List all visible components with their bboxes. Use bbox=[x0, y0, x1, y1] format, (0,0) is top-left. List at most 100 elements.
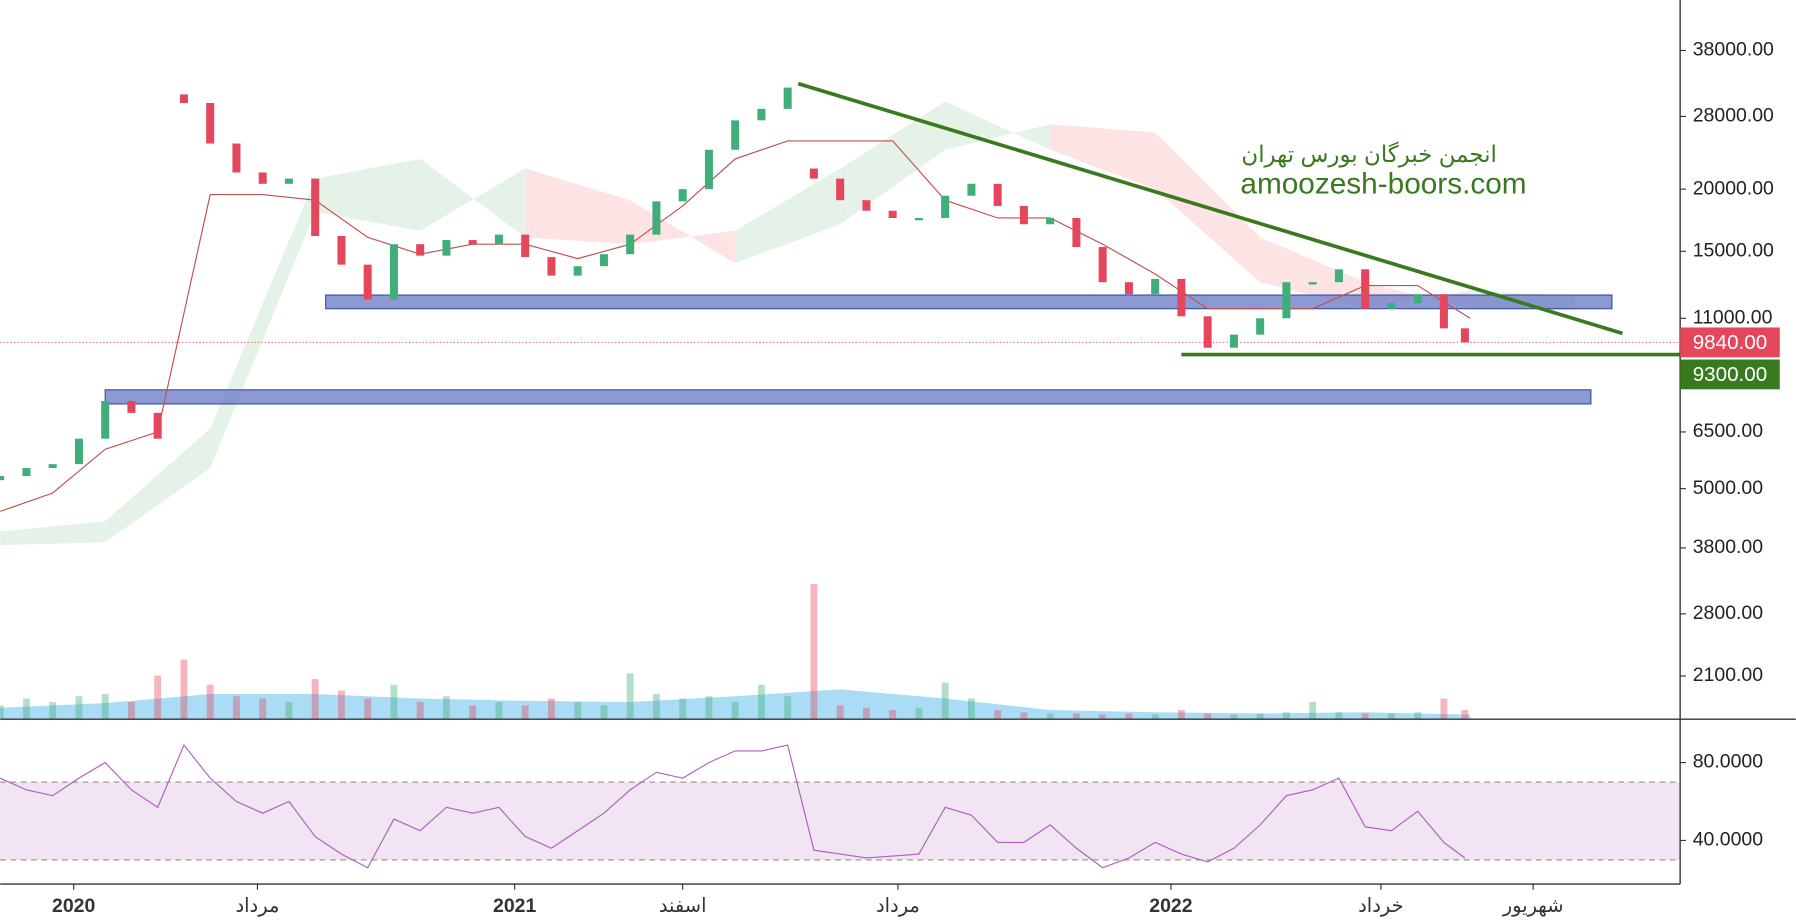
volume-bar bbox=[626, 673, 634, 720]
candle bbox=[1072, 217, 1081, 248]
volume-bar bbox=[495, 701, 503, 720]
candle bbox=[1229, 334, 1238, 348]
candle bbox=[1460, 328, 1469, 343]
volume-bar bbox=[784, 696, 792, 720]
candle bbox=[1361, 269, 1370, 309]
candle bbox=[1151, 278, 1160, 295]
x-tick-label: 2021 bbox=[493, 895, 536, 917]
watermark-url: amoozesh-boors.com bbox=[1240, 167, 1526, 200]
candle bbox=[258, 172, 267, 184]
ichimoku-cloud bbox=[105, 428, 211, 543]
candle bbox=[1334, 269, 1343, 283]
candle bbox=[836, 178, 845, 201]
volume-bar bbox=[679, 698, 687, 720]
candle bbox=[311, 178, 320, 236]
candle bbox=[179, 94, 188, 103]
y-tick-label: 3800.00 bbox=[1693, 536, 1763, 558]
candle bbox=[1413, 294, 1422, 304]
candle bbox=[74, 438, 83, 465]
volume-bar bbox=[1256, 713, 1264, 720]
ichimoku-cloud bbox=[525, 168, 631, 245]
plot-layer bbox=[0, 81, 1681, 869]
candle bbox=[704, 149, 713, 190]
candle bbox=[862, 200, 871, 211]
y-tick-label: 20000.00 bbox=[1693, 177, 1774, 199]
candle bbox=[809, 168, 818, 179]
volume-bar bbox=[889, 710, 897, 720]
volume-bar bbox=[1151, 714, 1159, 720]
trendline bbox=[797, 81, 1623, 336]
x-tick-label: 2020 bbox=[52, 895, 95, 917]
candle bbox=[1019, 205, 1028, 225]
candle bbox=[967, 183, 976, 196]
rsi-line bbox=[0, 743, 1466, 869]
volume-bar bbox=[810, 584, 818, 720]
x-tick-label: شهریور bbox=[1502, 895, 1564, 917]
candle bbox=[1387, 303, 1396, 309]
volume-bar bbox=[1046, 713, 1054, 720]
volume-bar bbox=[1230, 714, 1238, 720]
candle bbox=[1256, 318, 1265, 335]
kijun-line bbox=[0, 140, 1471, 512]
volume-bar bbox=[836, 705, 844, 720]
candle bbox=[941, 195, 950, 218]
candle bbox=[0, 476, 5, 481]
rsi-band bbox=[0, 782, 1681, 860]
x-tick-label: مرداد bbox=[235, 895, 279, 917]
candle bbox=[442, 240, 451, 256]
volume-bar bbox=[416, 701, 424, 720]
volume-bar bbox=[1072, 713, 1080, 720]
volume-bar bbox=[206, 684, 214, 720]
volume-bar bbox=[547, 698, 555, 720]
price-label: 9300.00 bbox=[1693, 363, 1768, 386]
volume-bar bbox=[1414, 712, 1422, 720]
ichimoku-cloud bbox=[735, 168, 841, 264]
price-label-box bbox=[1680, 359, 1780, 390]
volume-bar bbox=[1361, 713, 1369, 720]
y-tick-label: 11000.00 bbox=[1693, 306, 1773, 328]
candle bbox=[48, 464, 57, 469]
candle bbox=[1308, 282, 1317, 285]
volume-bar bbox=[442, 696, 450, 720]
volume-bar bbox=[233, 696, 240, 720]
volume-bar bbox=[390, 684, 398, 720]
y-tick-label: 6500.00 bbox=[1693, 420, 1763, 442]
volume-bar bbox=[1177, 710, 1185, 720]
volume-bar bbox=[1204, 713, 1212, 720]
volume-bar bbox=[1335, 712, 1343, 720]
volume-bar bbox=[1020, 712, 1028, 720]
candle bbox=[494, 234, 503, 245]
candle bbox=[1124, 282, 1133, 295]
candle bbox=[22, 468, 31, 477]
candle bbox=[337, 235, 346, 265]
ichimoku-cloud bbox=[0, 521, 106, 546]
volume-bar bbox=[521, 705, 529, 720]
candle bbox=[363, 264, 372, 300]
candle bbox=[757, 108, 766, 121]
candle bbox=[573, 266, 582, 276]
volume-bar bbox=[49, 701, 57, 720]
candle bbox=[547, 257, 556, 276]
ichimoku-cloud bbox=[840, 101, 946, 225]
volume-bar bbox=[1440, 698, 1448, 720]
volume-ma-area bbox=[0, 689, 1471, 720]
candle bbox=[1439, 294, 1448, 329]
x-tick-label: اسفند bbox=[659, 895, 707, 917]
x-tick-label: 2022 bbox=[1149, 895, 1192, 917]
volume-bar bbox=[23, 698, 30, 720]
candle bbox=[1282, 282, 1291, 319]
volume-bar bbox=[994, 710, 1002, 720]
candle bbox=[1177, 278, 1186, 317]
volume-bar bbox=[757, 684, 765, 720]
volume-bar bbox=[0, 705, 4, 720]
ichimoku-cloud bbox=[1050, 124, 1156, 190]
candle bbox=[416, 244, 425, 256]
volume-bar bbox=[652, 693, 660, 720]
background-layer bbox=[0, 101, 1681, 861]
volume-bar bbox=[1461, 710, 1469, 720]
candle bbox=[468, 240, 477, 245]
candle bbox=[1046, 217, 1055, 225]
